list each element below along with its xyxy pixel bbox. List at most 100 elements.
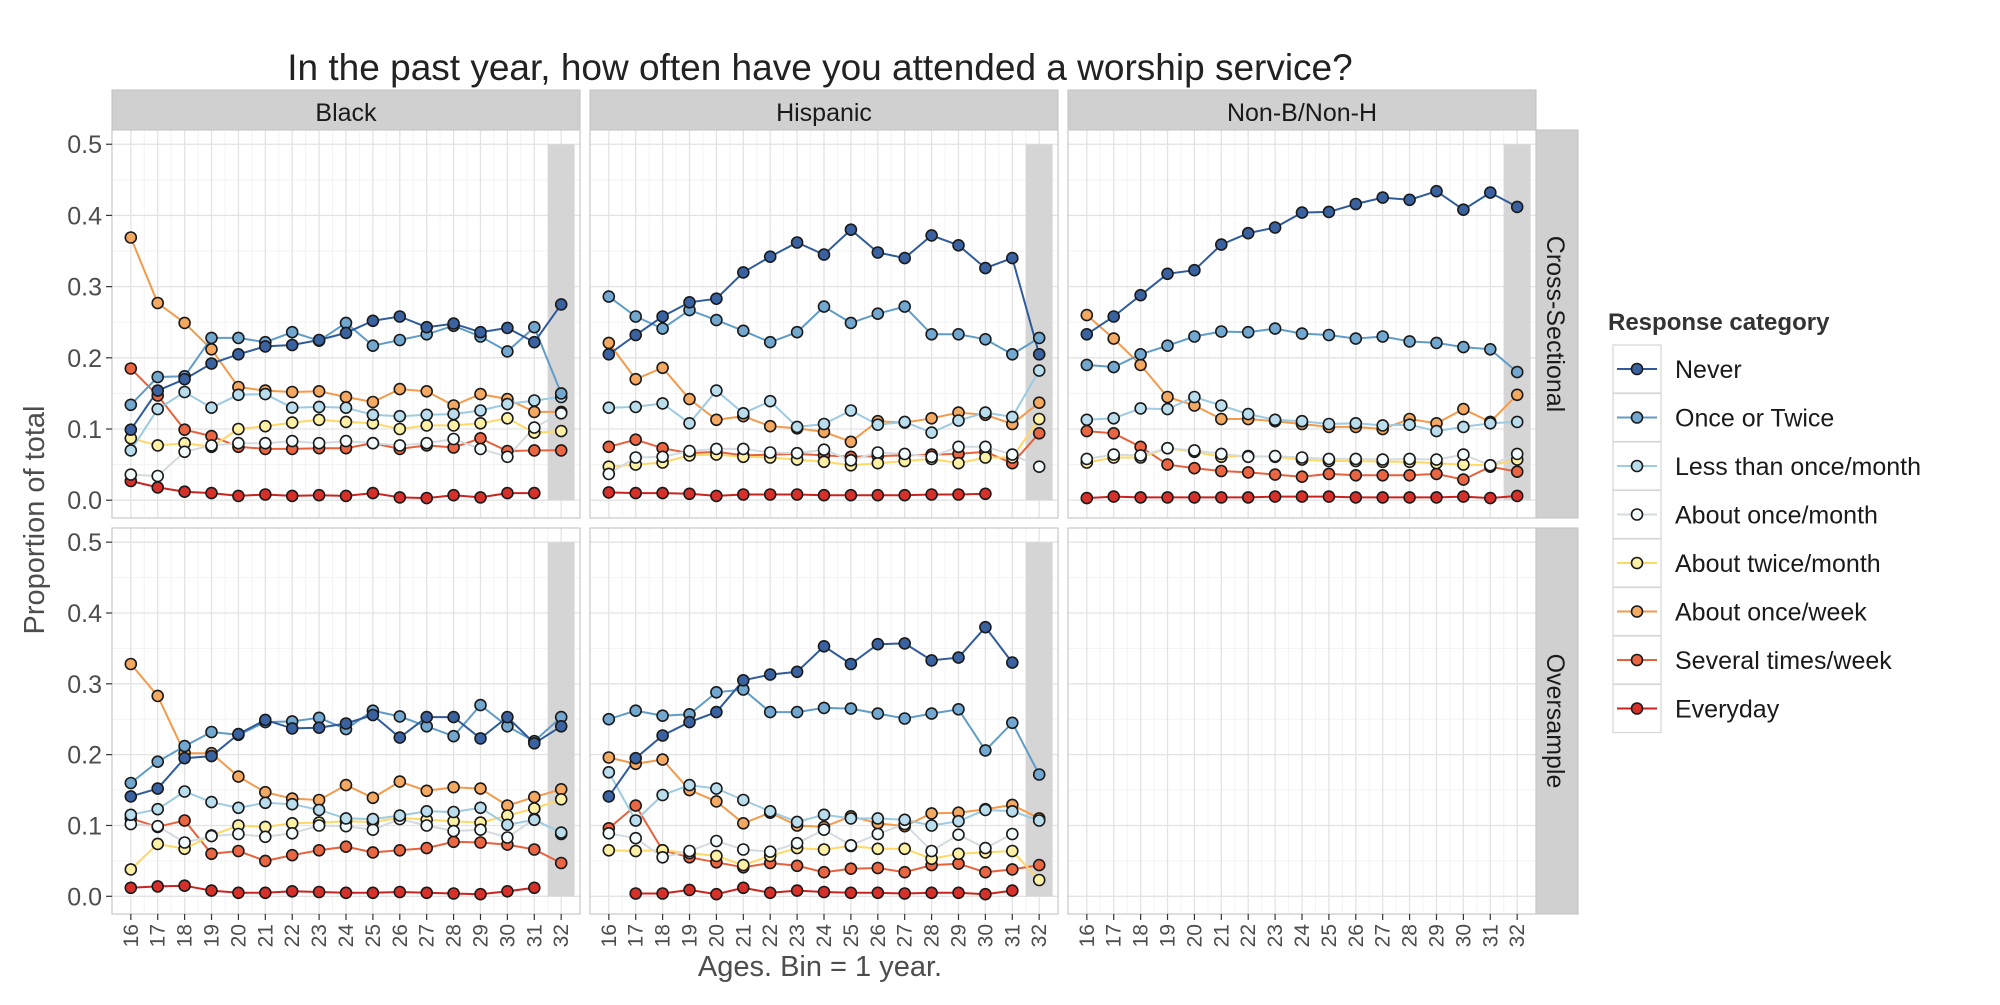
x-tick-label: 30 (496, 924, 519, 947)
data-point-about-once-month (844, 453, 858, 467)
data-point-everyday (151, 880, 164, 893)
data-point-about-once-month (1349, 452, 1363, 466)
data-point-less-than-once-month (1215, 399, 1228, 412)
data-point-never (871, 637, 885, 651)
data-point-never (790, 236, 804, 249)
facet-strip-cross-sectional (1535, 129, 1579, 519)
legend-marker-about-once-week (1630, 605, 1644, 618)
data-point-about-once-month (683, 844, 696, 858)
data-point-about-once-week (474, 387, 487, 401)
data-point-about-once-month (1215, 447, 1228, 461)
series-line-never (607, 625, 1014, 797)
data-point-everyday (763, 886, 777, 900)
data-point-less-than-once-month (1403, 418, 1416, 432)
data-point-several-times-week (554, 856, 568, 870)
data-point-once-or-twice (1188, 330, 1201, 343)
data-point-never (683, 295, 696, 309)
data-point-everyday (1188, 491, 1201, 504)
data-point-about-once-month (420, 819, 434, 832)
data-point-about-once-month (602, 467, 616, 481)
x-tick-label: 27 (1372, 924, 1395, 947)
data-point-about-twice-month (898, 842, 912, 856)
data-point-everyday (952, 886, 965, 900)
data-point-about-once-week (844, 435, 858, 449)
x-tick-label: 25 (1318, 924, 1341, 947)
data-point-less-than-once-month (205, 401, 218, 415)
data-point-everyday (1403, 491, 1416, 504)
data-point-about-once-month (979, 440, 992, 454)
data-point-less-than-once-month (1457, 420, 1470, 434)
data-point-once-or-twice (1032, 331, 1046, 345)
data-point-everyday (393, 885, 407, 899)
data-point-never (925, 229, 938, 242)
data-point-everyday (1295, 490, 1309, 503)
data-point-less-than-once-month (925, 426, 938, 439)
data-point-about-twice-month (554, 792, 568, 806)
data-point-about-once-week (339, 390, 353, 404)
data-point-everyday (1241, 491, 1255, 504)
data-point-once-or-twice (501, 345, 514, 358)
data-point-less-than-once-month (602, 765, 616, 779)
data-point-less-than-once-month (710, 782, 723, 795)
data-point-once-or-twice (124, 776, 138, 790)
data-point-everyday (258, 488, 272, 501)
legend-label-about-twice-month: About twice/month (1675, 550, 1881, 578)
data-point-less-than-once-month (925, 819, 938, 832)
data-point-about-once-month (871, 827, 885, 841)
data-point-about-once-month (258, 830, 272, 844)
legend-title: Response category (1608, 309, 1830, 336)
x-tick-label: 23 (1264, 924, 1287, 947)
data-point-several-times-week (1457, 473, 1470, 486)
panel-hispanic-cross-sectional (589, 129, 1059, 519)
data-point-everyday (1134, 491, 1147, 504)
data-point-everyday (1376, 491, 1389, 504)
data-point-about-twice-month (1032, 873, 1046, 887)
x-tick-label: 29 (1425, 924, 1448, 947)
data-point-once-or-twice (393, 333, 407, 347)
data-point-never (1268, 221, 1282, 234)
data-point-about-once-month (285, 826, 299, 840)
data-point-about-once-week (925, 807, 938, 820)
data-point-about-once-week (1107, 332, 1120, 345)
facet-label-non-b-non-h: Non-B/Non-H (1227, 99, 1377, 127)
facet-strip-hispanic (589, 89, 1059, 131)
data-point-less-than-once-month (844, 404, 858, 417)
panel-non-b-non-h-cross-sectional (1067, 129, 1537, 519)
data-point-about-once-week (527, 405, 541, 419)
data-point-about-once-month (1134, 449, 1147, 462)
data-point-less-than-once-month (683, 778, 696, 792)
data-point-once-or-twice (1457, 340, 1470, 354)
data-point-never (501, 321, 514, 335)
data-point-everyday (366, 886, 380, 900)
data-point-once-or-twice (205, 331, 218, 345)
data-point-less-than-once-month (1005, 410, 1019, 424)
x-tick-label: 26 (867, 924, 890, 947)
data-point-several-times-week (1188, 461, 1201, 475)
panel-black-cross-sectional: 0.0 0.1 0.2 0.3 0.4 0.5 (67, 129, 581, 519)
data-point-about-once-month (1430, 453, 1443, 466)
data-point-never (898, 637, 912, 650)
x-tick-label: 31 (523, 924, 546, 947)
data-point-several-times-week (1080, 424, 1094, 438)
data-point-about-once-month (683, 444, 696, 458)
data-point-everyday (629, 887, 643, 900)
data-point-everyday (285, 489, 299, 503)
data-point-about-once-week (602, 751, 616, 764)
data-point-everyday (817, 885, 831, 899)
x-tick-label: 18 (174, 924, 197, 947)
x-tick-label: 19 (201, 924, 224, 947)
data-point-less-than-once-month (952, 814, 965, 828)
panel-border (589, 129, 1059, 519)
data-point-never (232, 347, 245, 361)
legend-label-once-or-twice: Once or Twice (1675, 405, 1834, 433)
data-point-once-or-twice (151, 370, 164, 384)
data-point-about-once-week (151, 689, 164, 703)
data-point-about-once-month (312, 819, 326, 832)
data-point-everyday (736, 881, 750, 895)
y-tick-label: 0.2 (67, 742, 102, 770)
data-point-never (1188, 263, 1201, 277)
data-point-about-once-month (763, 845, 777, 859)
data-point-about-once-week (1134, 358, 1147, 372)
data-point-never (178, 751, 191, 765)
data-point-once-or-twice (925, 707, 938, 720)
